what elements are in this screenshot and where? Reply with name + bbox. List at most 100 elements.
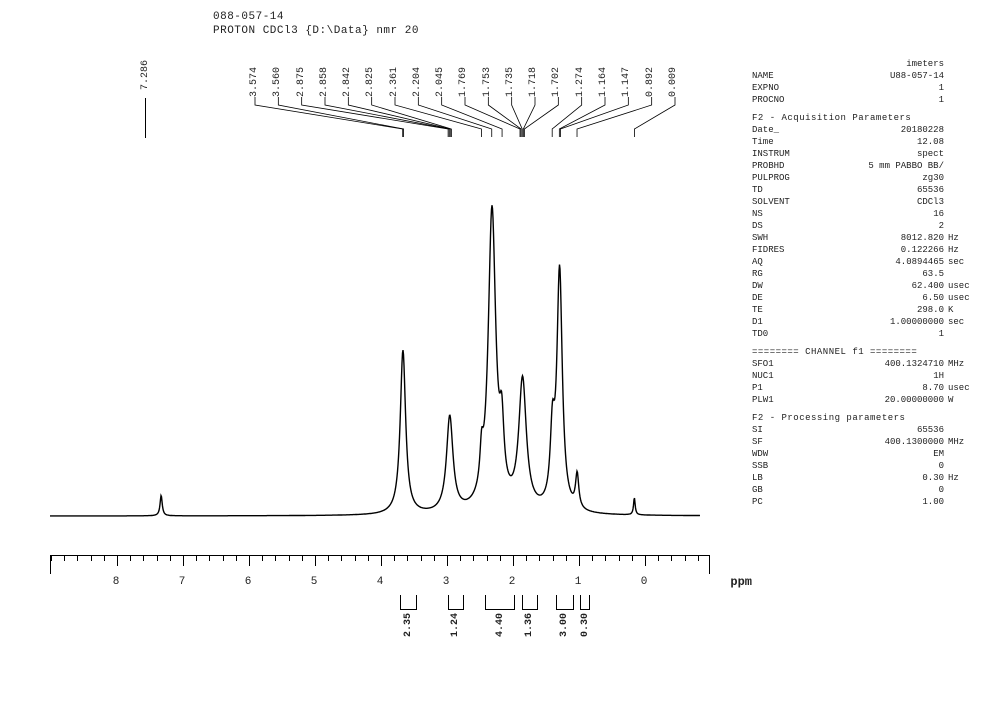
integral-value: 1.36 (524, 613, 535, 637)
axis-tick-minor (91, 556, 92, 561)
axis-tick-minor (434, 556, 435, 561)
integral-group: 1.24 (448, 595, 465, 641)
param-key: LB (752, 472, 822, 484)
acquisition-parameters-panel: imeters NAMEU88-057-14EXPNO1PROCNO1 F2 -… (752, 58, 982, 508)
axis-tick-label: 4 (377, 576, 384, 588)
param-section: F2 - Acquisition ParametersDate_20180228… (752, 112, 982, 340)
param-unit: usec (948, 292, 982, 304)
axis-tick-label: 5 (311, 576, 318, 588)
param-key: Date_ (752, 124, 822, 136)
param-row: SF400.1300000MHz (752, 436, 982, 448)
axis-tick-minor (104, 556, 105, 561)
integral-value: 4.40 (495, 613, 506, 637)
axis-unit-label: ppm (730, 575, 752, 589)
axis-tick-minor (566, 556, 567, 561)
axis-tick-minor (407, 556, 408, 561)
title-line1: 088-057-14 (213, 10, 419, 24)
axis-tick-label: 3 (443, 576, 450, 588)
param-key: PC (752, 496, 822, 508)
param-section-title: F2 - Acquisition Parameters (752, 112, 982, 124)
param-key: SSB (752, 460, 822, 472)
param-unit: K (948, 304, 982, 316)
param-unit (948, 220, 982, 232)
param-header-top: imeters (822, 58, 948, 70)
axis-tick-minor (64, 556, 65, 561)
axis-tick-minor (355, 556, 356, 561)
param-value: 8012.820 (822, 232, 948, 244)
reference-peak-value: 7.286 (140, 60, 151, 90)
param-row: TD01 (752, 328, 982, 340)
axis-tick-minor (289, 556, 290, 561)
param-value: spect (822, 148, 948, 160)
param-value: 1 (822, 94, 948, 106)
param-section-title: ======== CHANNEL f1 ======== (752, 346, 982, 358)
axis-tick-minor (619, 556, 620, 561)
axis-tick-minor (381, 556, 382, 561)
param-unit (948, 94, 982, 106)
axis-tick-minor (605, 556, 606, 561)
param-unit (948, 184, 982, 196)
param-unit: Hz (948, 244, 982, 256)
param-value: 298.0 (822, 304, 948, 316)
axis-tick-minor (275, 556, 276, 561)
nmr-spectrum-plot (50, 155, 700, 535)
param-value: 20.00000000 (822, 394, 948, 406)
param-key: PROCNO (752, 94, 822, 106)
param-key: NS (752, 208, 822, 220)
param-row: Time12.08 (752, 136, 982, 148)
peak-tree-connectors (250, 55, 680, 140)
axis-tick-minor (223, 556, 224, 561)
param-value: 0.122266 (822, 244, 948, 256)
axis-tick-label: 7 (179, 576, 186, 588)
spectrum-title: 088-057-14 PROTON CDCl3 {D:\Data} nmr 20 (213, 10, 419, 38)
param-row: INSTRUMspect (752, 148, 982, 160)
axis-tick-minor (183, 556, 184, 561)
param-row: GB0 (752, 484, 982, 496)
axis-tick-minor (130, 556, 131, 561)
param-row: SSB0 (752, 460, 982, 472)
axis-tick-minor (526, 556, 527, 561)
param-value: zg30 (822, 172, 948, 184)
param-row: SWH8012.820Hz (752, 232, 982, 244)
param-unit (948, 328, 982, 340)
axis-tick-minor (77, 556, 78, 561)
axis-tick-minor (500, 556, 501, 561)
param-row: FIDRES0.122266Hz (752, 244, 982, 256)
axis-tick-minor (539, 556, 540, 561)
param-row: SOLVENTCDCl3 (752, 196, 982, 208)
param-row: PC1.00 (752, 496, 982, 508)
axis-tick-minor (302, 556, 303, 561)
param-key: NUC1 (752, 370, 822, 382)
axis-tick-minor (487, 556, 488, 561)
param-value: 1.00 (822, 496, 948, 508)
axis-tick-minor (698, 556, 699, 561)
param-row: SFO1400.1324710MHz (752, 358, 982, 370)
axis-tick-label: 1 (575, 576, 582, 588)
param-row: P18.70usec (752, 382, 982, 394)
integral-value: 1.24 (450, 613, 461, 637)
param-unit (948, 208, 982, 220)
param-key: TD (752, 184, 822, 196)
param-key: FIDRES (752, 244, 822, 256)
param-row: DS2 (752, 220, 982, 232)
param-unit: MHz (948, 358, 982, 370)
param-unit (948, 82, 982, 94)
axis-tick-minor (209, 556, 210, 561)
param-key: INSTRUM (752, 148, 822, 160)
param-section-title: F2 - Processing parameters (752, 412, 982, 424)
axis-tick-label: 2 (509, 576, 516, 588)
param-row: AQ4.0894465sec (752, 256, 982, 268)
param-value: 4.0894465 (822, 256, 948, 268)
param-row: DW62.400usec (752, 280, 982, 292)
param-unit: sec (948, 256, 982, 268)
param-value: 2 (822, 220, 948, 232)
axis-tick-minor (249, 556, 250, 561)
param-value: 0 (822, 484, 948, 496)
param-value: 1H (822, 370, 948, 382)
integral-group: 3.00 (556, 595, 574, 641)
param-unit (948, 460, 982, 472)
integral-bracket (485, 595, 515, 610)
param-row: SI65536 (752, 424, 982, 436)
param-row: RG63.5 (752, 268, 982, 280)
param-unit (948, 196, 982, 208)
